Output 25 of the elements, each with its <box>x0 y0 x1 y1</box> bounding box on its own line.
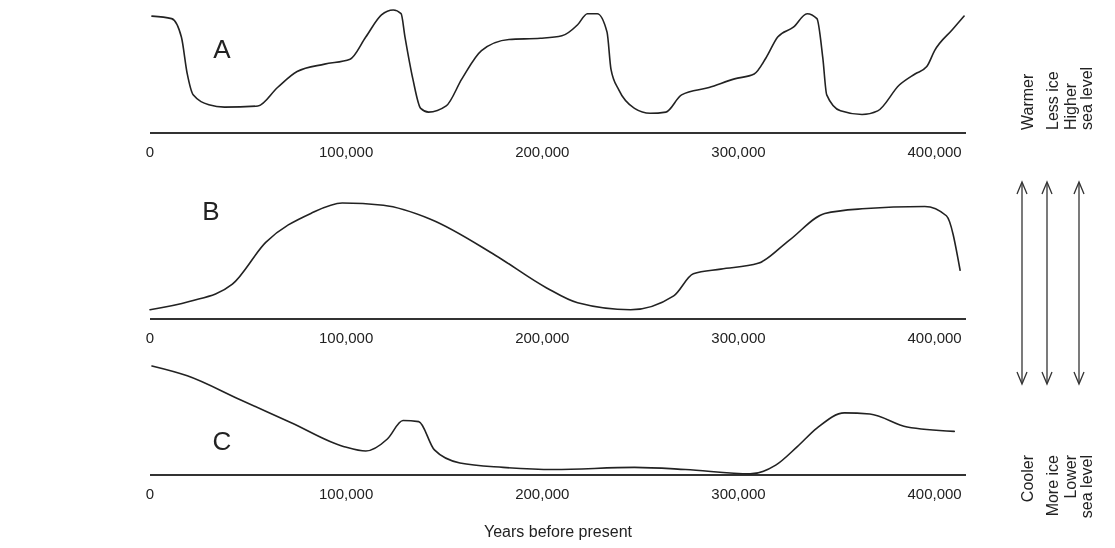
x-tick-label: 400,000 <box>907 329 962 346</box>
x-tick-label: 0 <box>145 485 155 502</box>
annotation: A <box>213 34 232 64</box>
x-axis-title: Years before present <box>484 523 633 540</box>
x-tick-label: 300,000 <box>711 143 766 160</box>
x-tick-label: 200,000 <box>515 143 570 160</box>
x-tick-label: 0 <box>145 329 155 346</box>
x-tick-label: 300,000 <box>711 485 766 502</box>
text: Warmer <box>1019 73 1036 130</box>
text: More ice <box>1044 454 1061 517</box>
x-tick-label: 100,000 <box>319 485 374 502</box>
x-tick-label: 0 <box>145 143 155 160</box>
x-tick-label: 400,000 <box>907 485 962 502</box>
text: Lower sea level <box>1062 454 1095 519</box>
x-tick-label: 300,000 <box>711 329 766 346</box>
text: Cooler <box>1019 454 1036 503</box>
text: Higher sea level <box>1062 66 1095 130</box>
x-tick-label: 100,000 <box>319 143 374 160</box>
x-tick-label: 400,000 <box>907 143 962 160</box>
x-tick-label: 100,000 <box>319 329 374 346</box>
annotation: C <box>212 426 232 456</box>
x-tick-label: 200,000 <box>515 329 570 346</box>
annotation: B <box>202 196 220 226</box>
text: Less ice <box>1044 71 1061 130</box>
x-tick-label: 200,000 <box>515 485 570 502</box>
